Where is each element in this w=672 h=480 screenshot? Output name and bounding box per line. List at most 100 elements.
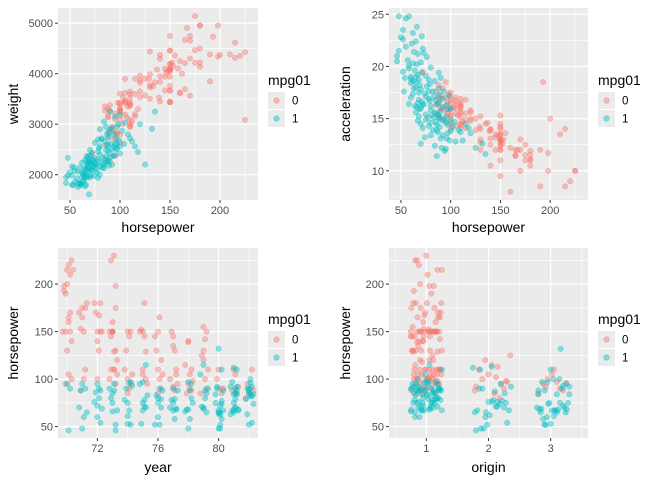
data-point-group-1 bbox=[76, 404, 83, 411]
data-point-group-0 bbox=[497, 173, 504, 179]
data-point-group-1 bbox=[107, 154, 113, 161]
data-point-group-0 bbox=[414, 257, 420, 264]
data-point-group-1 bbox=[233, 391, 240, 398]
data-point-group-1 bbox=[188, 395, 195, 402]
y-tick-label: 50 bbox=[41, 422, 53, 434]
data-point-group-0 bbox=[435, 82, 442, 89]
y-tick-label: 150 bbox=[35, 327, 53, 339]
data-point-group-0 bbox=[409, 323, 416, 330]
data-point-group-1 bbox=[435, 395, 442, 402]
data-point-group-0 bbox=[167, 98, 173, 105]
data-point-group-0 bbox=[418, 347, 425, 354]
data-point-group-1 bbox=[445, 92, 452, 99]
data-point-group-0 bbox=[442, 79, 449, 86]
data-point-group-1 bbox=[541, 387, 548, 394]
data-point-group-0 bbox=[174, 380, 181, 387]
data-point-group-0 bbox=[192, 13, 198, 20]
legend-label-0: 0 bbox=[292, 335, 298, 347]
data-point-group-0 bbox=[220, 385, 227, 392]
data-point-group-1 bbox=[415, 96, 422, 103]
data-point-group-0 bbox=[141, 333, 148, 340]
data-point-group-0 bbox=[106, 376, 113, 383]
data-point-group-0 bbox=[430, 357, 437, 364]
data-point-group-0 bbox=[215, 22, 221, 29]
y-tick-label: 20 bbox=[372, 61, 384, 73]
data-point-group-1 bbox=[126, 407, 133, 414]
data-point-group-1 bbox=[416, 106, 423, 113]
data-point-group-0 bbox=[424, 271, 431, 278]
data-point-group-0 bbox=[124, 328, 131, 335]
data-point-group-1 bbox=[420, 49, 427, 56]
data-point-group-1 bbox=[405, 13, 412, 20]
y-tick-label: 10 bbox=[372, 166, 384, 178]
data-point-group-1 bbox=[101, 165, 107, 172]
axis-ticks: 50 100 150 200 2000 3000 4000 5000 bbox=[29, 18, 230, 217]
data-point-group-1 bbox=[550, 376, 557, 383]
data-point-group-1 bbox=[106, 162, 112, 169]
data-point-group-0 bbox=[517, 136, 524, 143]
data-point-group-0 bbox=[95, 347, 102, 354]
grid-lines bbox=[389, 248, 588, 438]
data-point-group-1 bbox=[95, 148, 101, 155]
data-point-group-0 bbox=[497, 157, 504, 164]
data-point-group-1 bbox=[429, 390, 436, 397]
data-point-group-1 bbox=[171, 396, 178, 403]
data-point-group-0 bbox=[210, 33, 216, 40]
data-point-group-1 bbox=[112, 427, 119, 434]
data-point-group-1 bbox=[501, 390, 508, 397]
data-point-group-1 bbox=[482, 151, 489, 158]
data-point-group-0 bbox=[512, 146, 519, 153]
data-point-group-0 bbox=[182, 60, 188, 67]
data-point-group-0 bbox=[82, 366, 89, 373]
data-point-group-1 bbox=[115, 121, 121, 128]
data-point-group-1 bbox=[413, 104, 420, 111]
data-point-group-0 bbox=[92, 309, 99, 316]
data-point-group-0 bbox=[167, 61, 173, 68]
legend: mpg01 0 1 bbox=[594, 309, 654, 371]
data-point-group-1 bbox=[426, 97, 433, 104]
data-point-group-0 bbox=[572, 167, 579, 174]
data-point-group-1 bbox=[250, 391, 257, 398]
data-point-group-1 bbox=[545, 400, 552, 407]
data-point-group-1 bbox=[438, 407, 445, 414]
legend-label-1: 1 bbox=[622, 353, 628, 365]
legend-key-1 bbox=[598, 349, 615, 366]
data-point-group-1 bbox=[155, 414, 161, 421]
y-tick-label: 25 bbox=[372, 9, 384, 21]
data-point-group-0 bbox=[421, 312, 428, 319]
data-point-group-0 bbox=[545, 167, 552, 174]
data-point-group-1 bbox=[557, 345, 564, 352]
y-tick-label: 200 bbox=[35, 279, 53, 291]
data-point-group-1 bbox=[473, 427, 480, 434]
x-tick-label: 100 bbox=[111, 205, 129, 217]
data-point-group-1 bbox=[247, 393, 254, 400]
data-point-group-1 bbox=[470, 364, 476, 371]
data-point-group-1 bbox=[556, 376, 563, 383]
data-point-group-1 bbox=[92, 139, 98, 146]
data-point-group-1 bbox=[539, 378, 545, 385]
data-point-group-1 bbox=[189, 399, 196, 406]
data-point-group-1 bbox=[89, 157, 95, 164]
data-point-group-0 bbox=[61, 283, 68, 289]
data-point-group-1 bbox=[114, 145, 120, 152]
data-point-group-1 bbox=[108, 395, 114, 402]
data-point-group-1 bbox=[248, 383, 255, 390]
data-point-group-1 bbox=[483, 409, 489, 416]
legend-key-0 bbox=[268, 331, 285, 348]
data-point-group-1 bbox=[419, 399, 426, 406]
data-point-group-0 bbox=[187, 92, 193, 99]
data-point-group-0 bbox=[467, 107, 474, 114]
legend-title: mpg01 bbox=[268, 72, 311, 88]
data-point-group-1 bbox=[138, 420, 145, 427]
data-point-group-0 bbox=[82, 304, 89, 311]
data-point-group-0 bbox=[214, 376, 221, 383]
data-point-group-0 bbox=[147, 95, 153, 102]
legend-title: mpg01 bbox=[598, 311, 641, 327]
data-point-group-0 bbox=[163, 69, 169, 76]
data-point-group-0 bbox=[200, 347, 207, 354]
y-axis-title: weight bbox=[5, 84, 21, 126]
data-point-group-0 bbox=[132, 90, 138, 97]
data-point-group-1 bbox=[124, 413, 131, 420]
data-point-group-1 bbox=[159, 387, 166, 394]
data-point-group-1 bbox=[218, 366, 225, 373]
